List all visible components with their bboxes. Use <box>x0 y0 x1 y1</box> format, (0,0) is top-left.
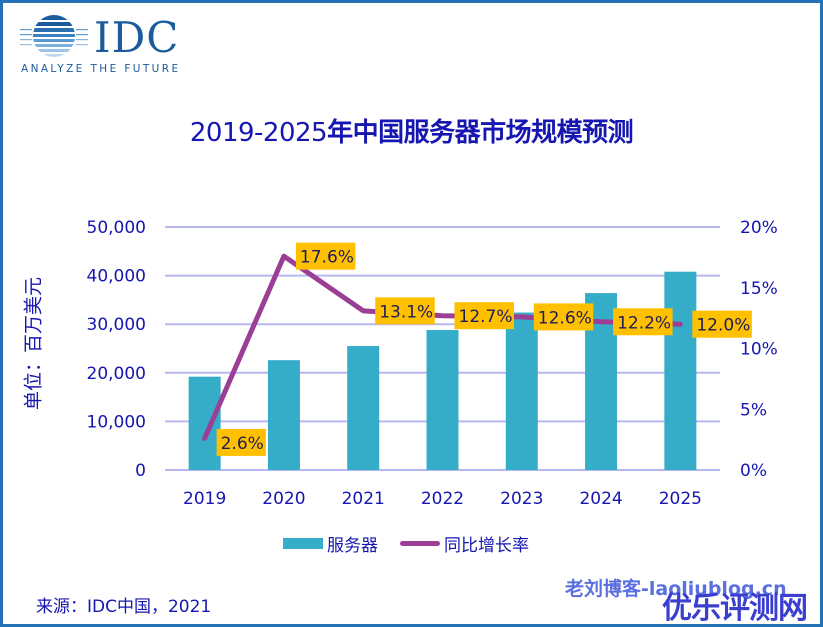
legend-bar-swatch <box>283 538 323 549</box>
left-axis-tick-label: 20,000 <box>87 364 146 384</box>
bar-2020 <box>267 360 300 470</box>
data-label-2020: 17.6% <box>300 248 354 268</box>
legend-line-swatch <box>400 541 440 546</box>
data-label-2021: 13.1% <box>379 302 433 322</box>
right-axis-tick-label: 10% <box>740 340 778 360</box>
chart-title: 2019-2025年中国服务器市场规模预测 <box>0 112 823 149</box>
bar-2023 <box>505 312 538 470</box>
bar-2025 <box>664 271 697 470</box>
left-axis-tick-label: 50,000 <box>87 218 146 238</box>
right-axis-tick-label: 0% <box>740 461 767 481</box>
legend: 服务器 同比增长率 <box>283 531 529 556</box>
x-axis-tick-label: 2021 <box>342 489 385 509</box>
right-axis-tick-label: 5% <box>740 400 767 420</box>
data-label-2019: 2.6% <box>221 434 264 454</box>
bar-2021 <box>347 346 380 470</box>
chart-title-text: 年中国服务器市场规模预测 <box>327 118 634 148</box>
data-label-2024: 12.2% <box>617 313 671 333</box>
data-label-2023: 12.6% <box>538 308 592 328</box>
chart-title-years: 2019-2025 <box>189 118 328 148</box>
watermark-site: 优乐评测网 <box>662 591 808 626</box>
x-axis-tick-label: 2024 <box>579 489 622 509</box>
data-label-2022: 12.7% <box>459 307 513 327</box>
x-axis-tick-label: 2025 <box>659 489 702 509</box>
bar-2019 <box>188 376 221 470</box>
legend-bar-label: 服务器 <box>327 536 378 556</box>
data-label-bg-2021 <box>375 297 435 325</box>
source-note: 来源：IDC中国，2021 <box>36 597 212 617</box>
x-axis-tick-label: 2019 <box>183 489 226 509</box>
data-label-bg-2020 <box>295 242 356 270</box>
left-axis-tick-label: 30,000 <box>87 315 146 335</box>
data-label-2025: 12.0% <box>696 316 750 336</box>
left-axis-tick-label: 10,000 <box>87 412 146 432</box>
left-axis-title: 单位：百万美元 <box>22 277 45 411</box>
logo-tagline: ANALYZE THE FUTURE <box>21 63 181 75</box>
logo-wordmark: IDC <box>94 13 180 62</box>
x-axis-tick-label: 2023 <box>500 489 543 509</box>
x-axis-tick-label: 2020 <box>262 489 305 509</box>
right-axis-tick-label: 20% <box>740 218 778 238</box>
idc-logo: IDC ANALYZE THE FUTURE <box>18 12 193 76</box>
left-axis-tick-label: 40,000 <box>87 267 146 287</box>
watermark-blog: 老刘博客-laoliublog.cn <box>565 578 787 600</box>
bar-2022 <box>426 330 459 470</box>
legend-line-label: 同比增长率 <box>444 536 529 556</box>
data-label-bg-2019 <box>216 428 266 456</box>
data-label-bg-2022 <box>454 302 514 330</box>
data-label-bg-2025 <box>692 310 752 338</box>
right-axis-tick-label: 15% <box>740 279 778 299</box>
idc-globe-icon <box>20 15 88 57</box>
data-label-bg-2024 <box>613 308 673 336</box>
x-axis-tick-label: 2022 <box>421 489 464 509</box>
data-label-bg-2023 <box>533 303 594 331</box>
left-axis-tick-label: 0 <box>135 461 146 481</box>
